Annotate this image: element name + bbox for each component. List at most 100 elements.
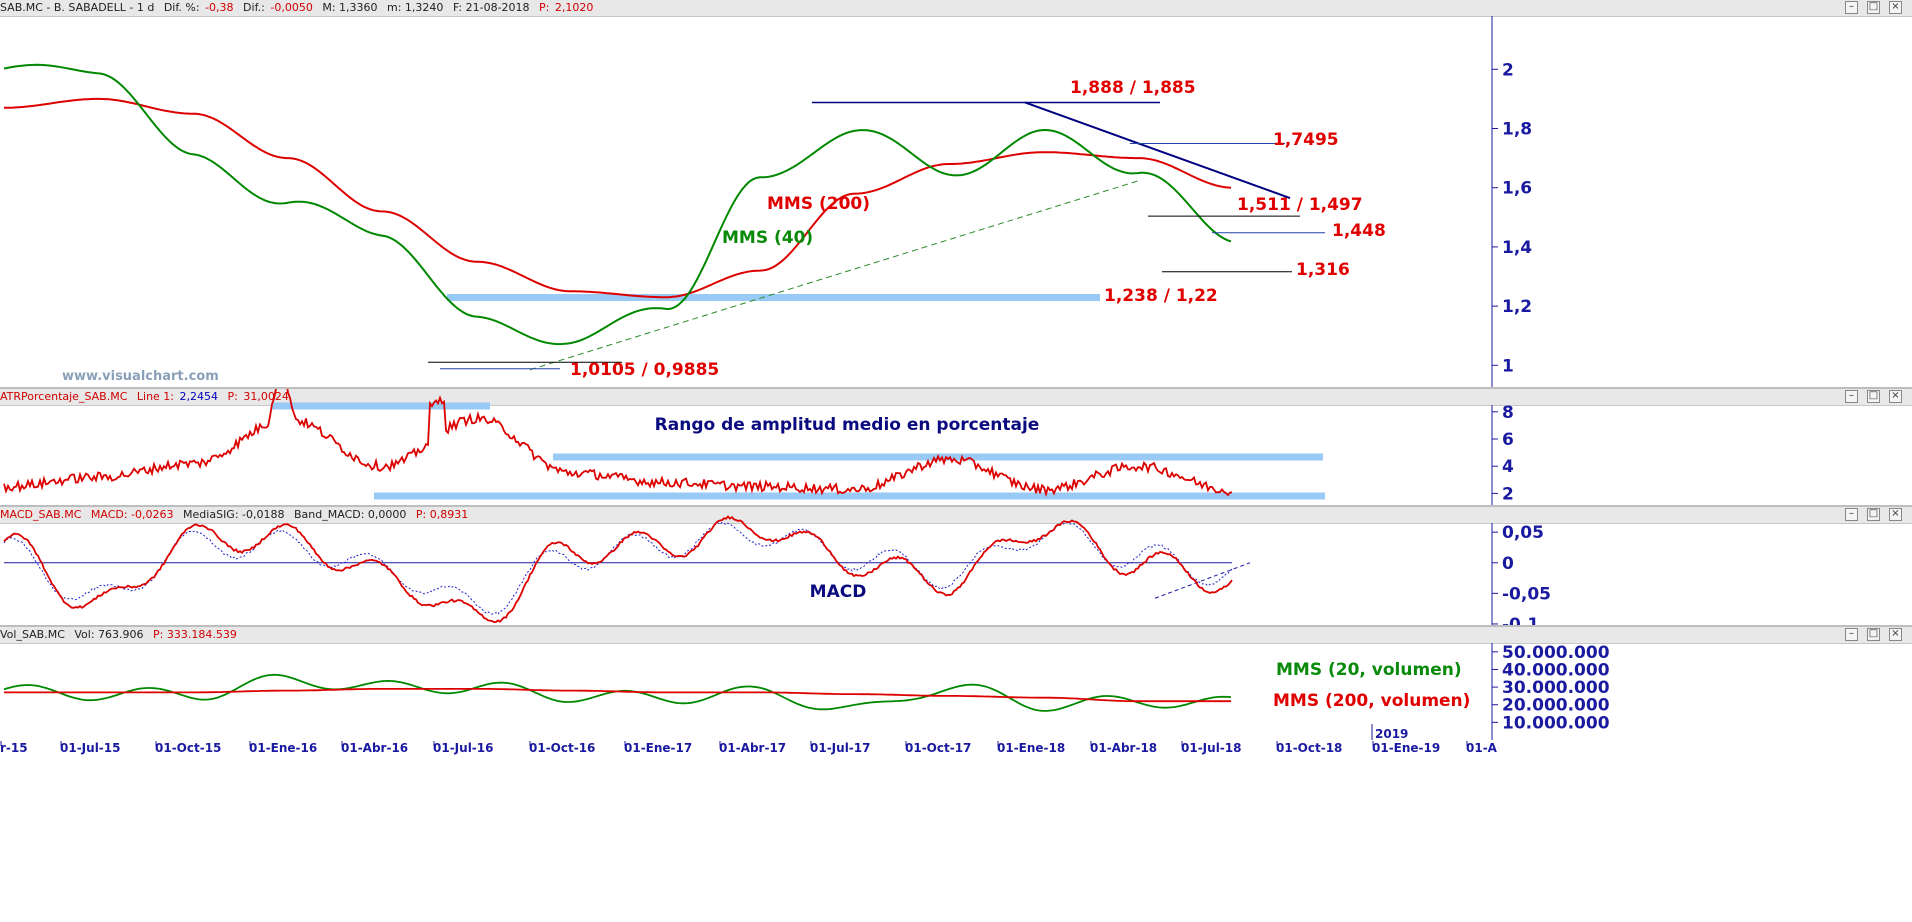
x-tick-label: 01-Jul-17 [810,741,870,755]
x-tick-label: 01-Abr-18 [1090,741,1157,755]
x-tick-label: 01-Ene-18 [997,741,1065,755]
annotation-1-316: 1,316 [1296,260,1350,280]
watermark: www.visualchart.com [62,369,219,384]
x-tick-label: 01-Oct-17 [905,741,971,755]
annotation-top-resistance: 1,888 / 1,885 [1070,78,1196,98]
macd-y-tick-label: -0,05 [1502,584,1551,604]
volume-chart[interactable]: MMS (20, volumen) MMS (200, volumen) 50.00… [0,627,1912,922]
x-tick-label: r-15 [0,741,28,755]
minimize-icon[interactable]: – [1845,507,1858,521]
price-y-tick-label: 1,2 [1502,297,1532,317]
mms40-line [3,63,1232,346]
maximize-icon[interactable]: □ [1867,507,1880,521]
macd-y-tick-label: 0,05 [1502,523,1544,543]
macd-y-tick-label: 0 [1502,554,1514,574]
atr-title: Rango de amplitud medio en porcentaje [655,415,1040,435]
atr-pane[interactable]: ATRPorcentaje_SAB.MC Line 1: 2,2454 P: 3… [0,389,1912,507]
vol-y-tick-label: 30.000.000 [1502,678,1610,698]
x-tick-label: 01-Abr-16 [341,741,408,755]
atr-p-value: 31,0024 [243,390,289,403]
vol-mms200-line [4,688,1231,703]
macd-pane[interactable]: MACD_SAB.MC MACD: -0,0263 MediaSIG: -0,0… [0,507,1912,627]
macd-chart[interactable]: MACD 0,05 0 -0,05 -0,1 [0,507,1912,627]
macd-line [3,515,1233,624]
price-y-tick-label: 1,6 [1502,179,1532,199]
vol-y-tick-label: 10.000.000 [1502,713,1610,733]
atr-y-tick-label: 2 [1502,484,1514,504]
price-y-tick-label: 1 [1502,356,1514,376]
legend-mms20-volumen: MMS (20, volumen) [1276,660,1462,680]
volume-pane-header: Vol_SAB.MC Vol: 763.906 P: 333.184.539 –… [0,627,1912,644]
legend-mms200-volumen: MMS (200, volumen) [1273,691,1470,711]
p-value: 2,1020 [554,1,594,14]
dif-pct-label: Dif. %: [163,1,200,14]
atr-y-tick-label: 8 [1502,403,1514,423]
macd-p-value: P: 0,8931 [415,508,469,521]
close-icon[interactable]: × [1889,627,1902,641]
minimize-icon[interactable]: – [1845,627,1858,641]
x-tick-label: 01-Ene-17 [624,741,692,755]
x-tick-label: 01-Oct-16 [529,741,595,755]
macd-sig-value: MediaSIG: -0,0188 [183,508,285,521]
maximize-icon[interactable]: □ [1867,627,1880,641]
vol-name: Vol_SAB.MC [0,628,65,641]
macd-name: MACD_SAB.MC [0,508,82,521]
atr-window-controls: – □ × [1842,389,1908,405]
pane-separator[interactable] [0,387,1912,390]
atr-y-tick-label: 6 [1502,430,1514,450]
atr-name: ATRPorcentaje_SAB.MC [0,390,128,403]
annotation-1-448: 1,448 [1332,221,1386,241]
close-icon[interactable]: × [1889,507,1902,521]
price-y-tick-label: 1,8 [1502,119,1532,139]
label-mms40: MMS (40) [722,228,813,248]
minimize-icon[interactable]: – [1845,389,1858,403]
x-tick-label: 01-Oct-15 [155,741,221,755]
price-pane-header: SAB.MC - B. SABADELL - 1 d Dif. %: -0,38… [0,0,1912,17]
pane-separator[interactable] [0,625,1912,628]
vol-y-tick-label: 50.000.000 [1502,643,1610,663]
p-label: P: [539,1,550,14]
annotation-support: 1,238 / 1,22 [1104,286,1218,306]
maximize-icon[interactable]: □ [1867,389,1880,403]
x-tick-label: 01-Ene-16 [249,741,317,755]
dif-pct-value: -0,38 [205,1,234,14]
price-window-controls: – □ × [1842,0,1908,16]
atr-chart[interactable]: Rango de amplitud medio en porcentaje 8 6 4… [0,389,1912,507]
atr-line-value: 2,2454 [179,390,219,403]
year-marker: 2019 [1375,727,1408,741]
maximize-icon[interactable]: □ [1867,0,1880,14]
price-pane[interactable]: SAB.MC - B. SABADELL - 1 d Dif. %: -0,38… [0,0,1912,389]
price-y-tick-label: 2 [1502,60,1514,80]
x-tick-label: 01-A [1466,741,1498,755]
volume-window-controls: – □ × [1842,627,1908,643]
macd-window-controls: – □ × [1842,507,1908,523]
x-tick-label: 01-Abr-17 [719,741,786,755]
vol-y-tick-label: 20.000.000 [1502,696,1610,716]
downtrend-line [1024,101,1291,200]
atr-pane-header: ATRPorcentaje_SAB.MC Line 1: 2,2454 P: 3… [0,389,1912,406]
label-mms200: MMS (200) [767,194,870,214]
vol-y-tick-label: 40.000.000 [1502,660,1610,680]
symbol-label: SAB.MC - B. SABADELL - 1 d [0,1,155,14]
uptrend-line [529,179,1141,371]
macd-pane-header: MACD_SAB.MC MACD: -0,0263 MediaSIG: -0,0… [0,507,1912,524]
macd-trend-line [1154,562,1251,599]
macd-title: MACD [810,582,867,602]
close-icon[interactable]: × [1889,0,1902,14]
vol-value: Vol: 763.906 [74,628,144,641]
atr-line [3,389,1233,498]
price-chart[interactable]: 1,888 / 1,885 1,7495 1,511 / 1,497 1,448 1,3… [0,0,1912,389]
annotation-1-511: 1,511 / 1,497 [1237,195,1363,215]
minimize-icon[interactable]: – [1845,0,1858,14]
x-tick-label: 01-Oct-18 [1276,741,1342,755]
atr-line-label: Line 1: [136,390,175,403]
macd-value: MACD: -0,0263 [90,508,174,521]
atr-p-label: P: [227,390,238,403]
min-value: m: 1,3240 [387,1,444,14]
volume-pane[interactable]: Vol_SAB.MC Vol: 763.906 P: 333.184.539 –… [0,627,1912,922]
pane-separator[interactable] [0,505,1912,508]
atr-y-tick-label: 4 [1502,457,1514,477]
close-icon[interactable]: × [1889,389,1902,403]
x-tick-label: 01-Jul-18 [1181,741,1241,755]
macd-y-tick-label: -0,1 [1502,615,1539,627]
